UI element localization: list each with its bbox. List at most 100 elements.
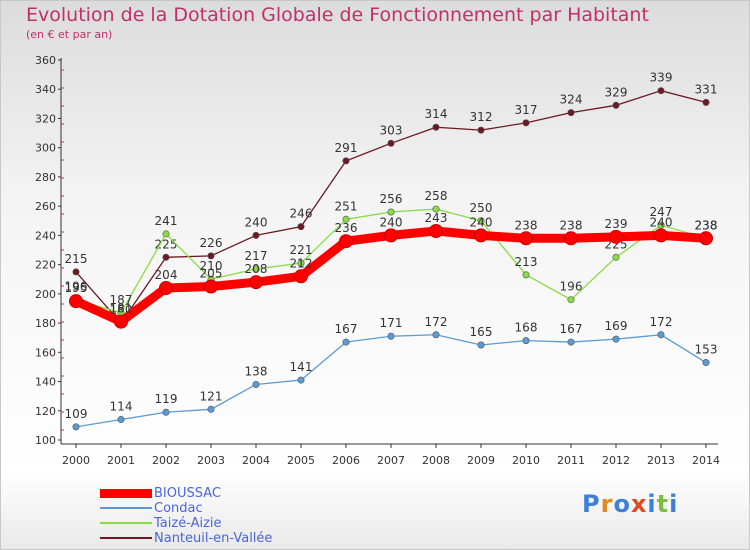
data-point-bioussac xyxy=(114,314,128,329)
data-label-condac: 167 xyxy=(335,322,358,336)
data-point-taize-aizie xyxy=(252,265,260,273)
y-tick-label: 260 xyxy=(35,200,56,213)
data-point-condac xyxy=(162,408,170,416)
y-tick-label: 360 xyxy=(35,54,56,67)
x-tick-label: 2013 xyxy=(647,454,675,467)
legend-item-taize-aizie: Taizé-Aizie xyxy=(100,515,222,531)
data-point-bioussac xyxy=(249,275,263,290)
data-label-condac: 153 xyxy=(695,343,718,357)
y-tick-label: 300 xyxy=(35,142,56,155)
data-label-taize-aizie: 247 xyxy=(650,205,673,219)
data-label-bioussac: 238 xyxy=(560,218,583,232)
y-tick-label: 100 xyxy=(35,434,56,447)
data-label-taize-aizie: 196 xyxy=(65,280,88,294)
data-point-nanteuil-en-vallee xyxy=(657,87,665,95)
legend-swatch-nanteuil-en-vallee xyxy=(100,537,152,539)
data-point-taize-aizie xyxy=(657,221,665,229)
data-label-nanteuil-en-vallee: 291 xyxy=(335,141,358,155)
data-point-taize-aizie xyxy=(477,217,485,225)
data-label-nanteuil-en-vallee: 215 xyxy=(65,252,88,266)
x-tick-label: 2001 xyxy=(107,454,135,467)
data-label-condac: 119 xyxy=(155,392,178,406)
data-label-nanteuil-en-vallee: 225 xyxy=(155,237,178,251)
x-tick-label: 2008 xyxy=(422,454,450,467)
data-label-taize-aizie: 250 xyxy=(470,201,493,215)
logo-letter: i xyxy=(647,490,657,518)
data-point-condac xyxy=(702,359,710,367)
legend-item-condac: Condac xyxy=(100,501,203,516)
x-tick-label: 2003 xyxy=(197,454,225,467)
x-tick-label: 2012 xyxy=(602,454,630,467)
data-point-nanteuil-en-vallee xyxy=(252,231,260,239)
data-point-bioussac xyxy=(564,231,578,246)
legend-item-nanteuil-en-vallee: Nanteuil-en-Vallée xyxy=(100,530,273,546)
data-label-condac: 172 xyxy=(425,315,448,329)
data-label-condac: 121 xyxy=(200,389,223,403)
x-tick-label: 2000 xyxy=(62,454,90,467)
data-point-bioussac xyxy=(69,294,83,309)
x-tick-label: 2005 xyxy=(287,454,315,467)
data-point-bioussac xyxy=(159,281,173,295)
data-label-taize-aizie: 241 xyxy=(155,214,178,228)
legend-label-bioussac: BIOUSSAC xyxy=(154,485,221,501)
data-point-nanteuil-en-vallee xyxy=(612,101,620,109)
data-point-taize-aizie xyxy=(387,208,395,216)
data-point-nanteuil-en-vallee xyxy=(387,139,395,147)
data-label-condac: 138 xyxy=(245,364,268,378)
data-label-nanteuil-en-vallee: 246 xyxy=(290,207,313,221)
data-point-condac xyxy=(567,338,575,346)
proxiti-logo: Proxiti xyxy=(582,490,678,518)
data-point-nanteuil-en-vallee xyxy=(702,98,710,106)
data-point-condac xyxy=(342,338,350,346)
data-label-taize-aizie: 210 xyxy=(200,259,223,273)
x-tick-label: 2006 xyxy=(332,454,360,467)
data-label-condac: 109 xyxy=(65,407,88,421)
y-tick-label: 240 xyxy=(35,229,56,242)
data-point-condac xyxy=(657,331,665,339)
data-point-taize-aizie xyxy=(342,215,350,223)
data-point-nanteuil-en-vallee xyxy=(567,109,575,117)
data-point-nanteuil-en-vallee xyxy=(477,126,485,134)
data-point-taize-aizie xyxy=(567,296,575,304)
data-label-taize-aizie: 213 xyxy=(515,255,538,269)
y-tick-label: 160 xyxy=(35,346,56,359)
data-label-taize-aizie: 217 xyxy=(245,249,268,263)
data-label-bioussac: 243 xyxy=(425,211,448,225)
data-point-condac xyxy=(72,423,80,431)
data-label-bioussac: 240 xyxy=(650,215,673,229)
data-label-nanteuil-en-vallee: 240 xyxy=(245,215,268,229)
data-label-bioussac: 239 xyxy=(605,217,628,231)
data-label-taize-aizie: 187 xyxy=(110,293,133,307)
data-label-nanteuil-en-vallee: 339 xyxy=(650,71,673,85)
data-point-taize-aizie xyxy=(522,271,530,279)
data-point-nanteuil-en-vallee xyxy=(72,268,80,276)
data-point-condac xyxy=(522,337,530,345)
y-tick-label: 200 xyxy=(35,288,56,301)
data-point-condac xyxy=(432,331,440,339)
data-label-condac: 141 xyxy=(290,360,313,374)
legend-label-taize-aizie: Taizé-Aizie xyxy=(154,515,222,531)
data-label-bioussac: 181 xyxy=(110,302,133,316)
x-tick-label: 2011 xyxy=(557,454,585,467)
data-label-bioussac: 238 xyxy=(515,218,538,232)
legend-swatch-bioussac xyxy=(100,488,152,498)
data-label-bioussac: 208 xyxy=(245,262,268,276)
y-tick-label: 120 xyxy=(35,405,56,418)
data-point-nanteuil-en-vallee xyxy=(432,123,440,131)
data-label-bioussac: 195 xyxy=(65,281,88,295)
data-point-bioussac xyxy=(204,279,218,294)
data-label-condac: 172 xyxy=(650,315,673,329)
data-point-condac xyxy=(612,335,620,343)
data-label-bioussac: 205 xyxy=(200,267,223,281)
data-label-condac: 114 xyxy=(110,400,133,414)
data-label-nanteuil-en-vallee: 303 xyxy=(380,123,403,137)
chart-title: Evolution de la Dotation Globale de Fonc… xyxy=(26,4,649,26)
data-point-nanteuil-en-vallee xyxy=(207,252,215,260)
data-point-nanteuil-en-vallee xyxy=(342,157,350,165)
legend-label-nanteuil-en-vallee: Nanteuil-en-Vallée xyxy=(154,530,273,546)
y-tick-label: 320 xyxy=(35,112,56,125)
data-label-taize-aizie: 221 xyxy=(290,243,313,257)
x-tick-label: 2007 xyxy=(377,454,405,467)
data-label-bioussac: 204 xyxy=(155,268,178,282)
